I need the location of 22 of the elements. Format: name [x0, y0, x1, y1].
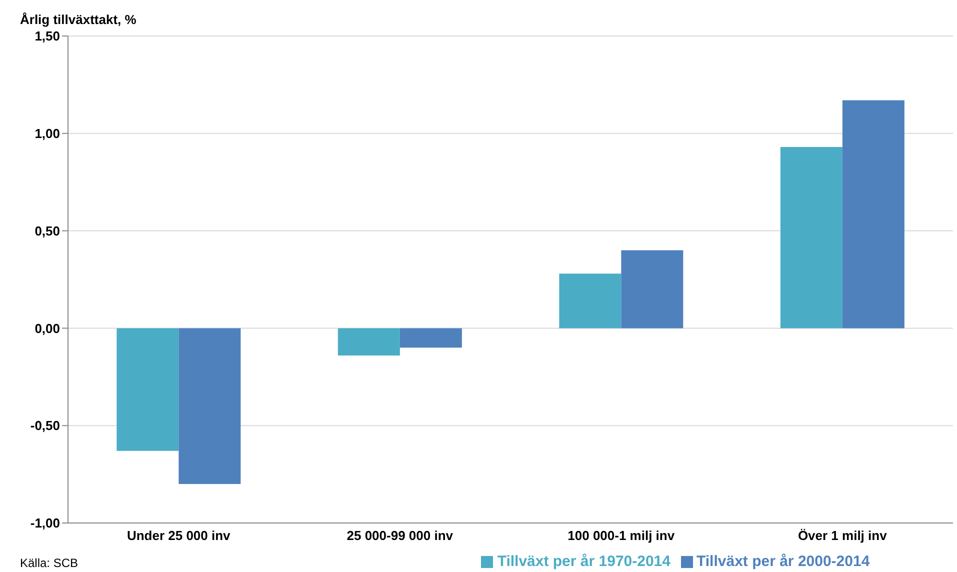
text: Källa: SCB [20, 556, 78, 570]
y-tick-label: -1,00 [30, 516, 60, 531]
x-tick-label: 25 000-99 000 inv [346, 528, 454, 544]
bar [178, 328, 241, 484]
bar [621, 250, 684, 328]
x-tick-label: Över 1 milj inv [798, 528, 888, 544]
x-tick-label: 100 000-1 milj inv [568, 528, 676, 544]
y-axis-title: Årlig tillväxttakt, % [20, 12, 136, 27]
y-tick-label: -0,50 [30, 418, 60, 434]
bar [559, 274, 622, 328]
bar [842, 100, 904, 328]
x-tick-label: Under 25 000 inv [126, 528, 232, 544]
bar [400, 328, 462, 348]
legend-label: Tillväxt per år 1970-2014 [497, 553, 670, 570]
y-tick-label: 1,00 [34, 126, 60, 142]
bar [338, 328, 400, 356]
bar [780, 147, 842, 328]
legend-label: Tillväxt per år 2000-2014 [696, 553, 870, 570]
y-tick-label: 1,50 [34, 28, 60, 44]
y-tick-label: 0,00 [34, 320, 60, 336]
bar [116, 328, 179, 451]
y-tick-label: 0,50 [34, 223, 60, 238]
